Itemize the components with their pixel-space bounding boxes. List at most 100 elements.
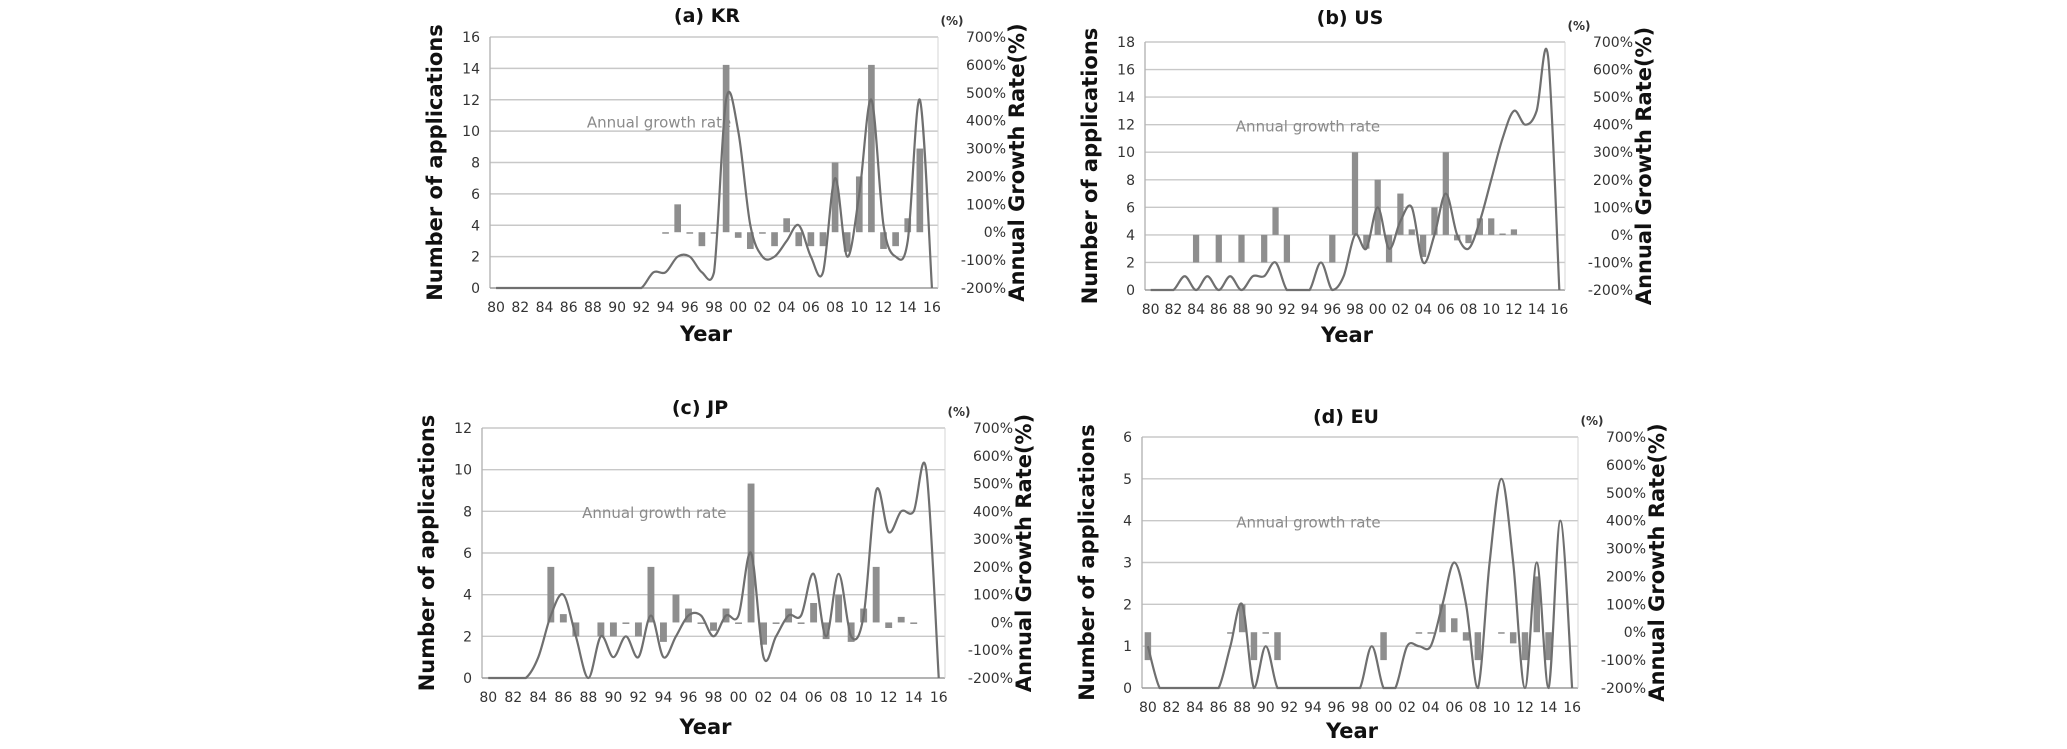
x-tick-label: 98 [1346,302,1364,318]
y2-tick-label: 700% [973,421,1013,437]
x-tick-label: 86 [554,690,572,706]
x-tick-label: 80 [487,300,505,316]
x-tick-label: 06 [1445,700,1463,716]
growth-bar [843,232,851,252]
x-tick-label: 00 [729,300,747,316]
y2-tick-label: 200% [973,560,1013,576]
x-tick-label: 88 [584,300,602,316]
x-tick-label: 10 [850,300,868,316]
growth-bar [547,566,555,623]
y2-tick-label: 400% [1593,118,1633,134]
x-tick-label: 08 [1469,700,1487,716]
x-tick-label: 80 [479,690,497,706]
y-tick-label: 10 [454,463,472,479]
growth-bar [1262,632,1269,634]
y-axis-title: Number of applications [415,415,439,692]
x-tick-label: 96 [1323,302,1341,318]
y-tick-label: 2 [1123,597,1132,613]
x-tick-label: 00 [1375,700,1393,716]
growth-bar [1499,233,1506,236]
x-tick-label: 16 [930,690,948,706]
x-tick-label: 02 [1398,700,1416,716]
growth-bar [880,232,887,249]
x-tick-label: 94 [657,300,675,316]
y-tick-label: 12 [454,421,472,437]
applications-line [488,461,940,680]
y-tick-label: 3 [1123,556,1132,572]
growth-bar [1521,632,1529,661]
growth-bar [686,232,694,234]
applications-line [496,90,934,290]
growth-bar [559,614,567,623]
growth-bar [647,566,655,623]
y2-axis-title: Annual Growth Rate(%) [1005,23,1029,301]
chart-panel-0: 0246810121416-200%-100%0%100%200%300%400… [423,5,1029,346]
y2-tick-label: 400% [966,114,1006,130]
x-tick-label: 00 [1369,302,1387,318]
growth-bar [855,176,863,233]
chart-title: (a) KR [674,5,741,27]
y2-tick-label: 100% [1593,200,1633,216]
y2-tick-label: 700% [966,30,1006,46]
growth-bar [662,232,669,234]
x-tick-label: 86 [1210,700,1228,716]
growth-bar [1465,234,1472,244]
y-tick-label: 8 [471,156,480,172]
growth-bar [1509,632,1517,644]
x-tick-label: 96 [681,300,699,316]
growth-bar [1439,604,1446,633]
growth-bar [759,232,766,234]
growth-bar [1419,234,1427,257]
growth-bar [1408,229,1415,235]
x-tick-label: 16 [923,300,941,316]
y-tick-label: 0 [471,281,480,297]
growth-bar [1250,632,1258,661]
x-tick-label: 12 [1516,700,1534,716]
chart-title: (d) EU [1313,406,1379,428]
growth-bar [1427,632,1434,634]
growth-bar [819,232,827,247]
y2-tick-label: 700% [1606,430,1646,446]
x-tick-label: 90 [1255,302,1273,318]
x-tick-label: 06 [1437,302,1455,318]
x-tick-label: 00 [730,690,748,706]
x-tick-label: 80 [1139,700,1157,716]
x-tick-label: 04 [1422,700,1440,716]
y-tick-label: 6 [463,546,472,562]
growth-bar [797,622,805,624]
y2-tick-label: 500% [973,477,1013,493]
y2-tick-label: 600% [1606,458,1646,474]
growth-bar [1227,632,1234,634]
growth-bar [1261,234,1268,263]
growth-bar [1363,234,1370,249]
x-tick-label: 08 [1460,302,1478,318]
growth-bar [634,622,642,637]
x-tick-label: 12 [880,690,898,706]
annotation-label: Annual growth rate [587,113,731,131]
growth-bar [807,232,815,247]
x-tick-label: 08 [830,690,848,706]
x-tick-label: 02 [754,300,772,316]
growth-bar [609,622,617,637]
growth-bar [672,594,680,623]
x-tick-label: 04 [780,690,798,706]
y2-tick-label: 600% [973,449,1013,465]
x-tick-label: 88 [1233,700,1251,716]
y2-tick-label: 500% [966,86,1006,102]
x-tick-label: 96 [1328,700,1346,716]
chart-panel-1: 024681012141618-200%-100%0%100%200%300%4… [1078,7,1656,347]
annotation-label: Annual growth rate [582,504,726,522]
y-tick-label: 14 [462,61,480,77]
y-tick-label: 18 [1117,35,1135,51]
x-tick-label: 98 [705,690,723,706]
growth-bar [572,622,580,637]
growth-bar [734,232,742,238]
growth-bar [810,603,818,623]
growth-bar [1238,604,1246,633]
y-tick-label: 2 [1126,255,1135,271]
growth-bar [1238,234,1245,263]
x-tick-label: 14 [1540,700,1558,716]
x-tick-label: 14 [905,690,923,706]
x-tick-label: 90 [1257,700,1275,716]
x-tick-label: 10 [1482,302,1500,318]
